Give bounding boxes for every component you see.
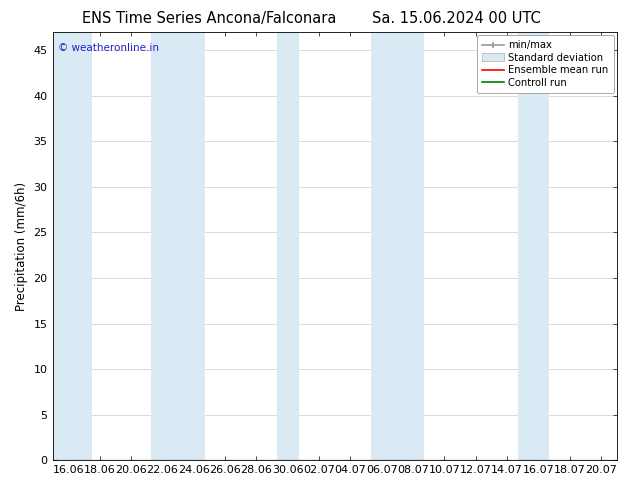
Bar xyxy=(53,32,92,460)
Y-axis label: Precipitation (mm/6h): Precipitation (mm/6h) xyxy=(15,182,28,311)
Bar xyxy=(371,32,424,460)
Text: ENS Time Series Ancona/Falconara: ENS Time Series Ancona/Falconara xyxy=(82,11,337,26)
Text: © weatheronline.in: © weatheronline.in xyxy=(58,43,159,53)
Bar xyxy=(276,32,299,460)
Legend: min/max, Standard deviation, Ensemble mean run, Controll run: min/max, Standard deviation, Ensemble me… xyxy=(477,35,614,93)
Text: Sa. 15.06.2024 00 UTC: Sa. 15.06.2024 00 UTC xyxy=(372,11,541,26)
Bar xyxy=(152,32,205,460)
Bar xyxy=(518,32,549,460)
